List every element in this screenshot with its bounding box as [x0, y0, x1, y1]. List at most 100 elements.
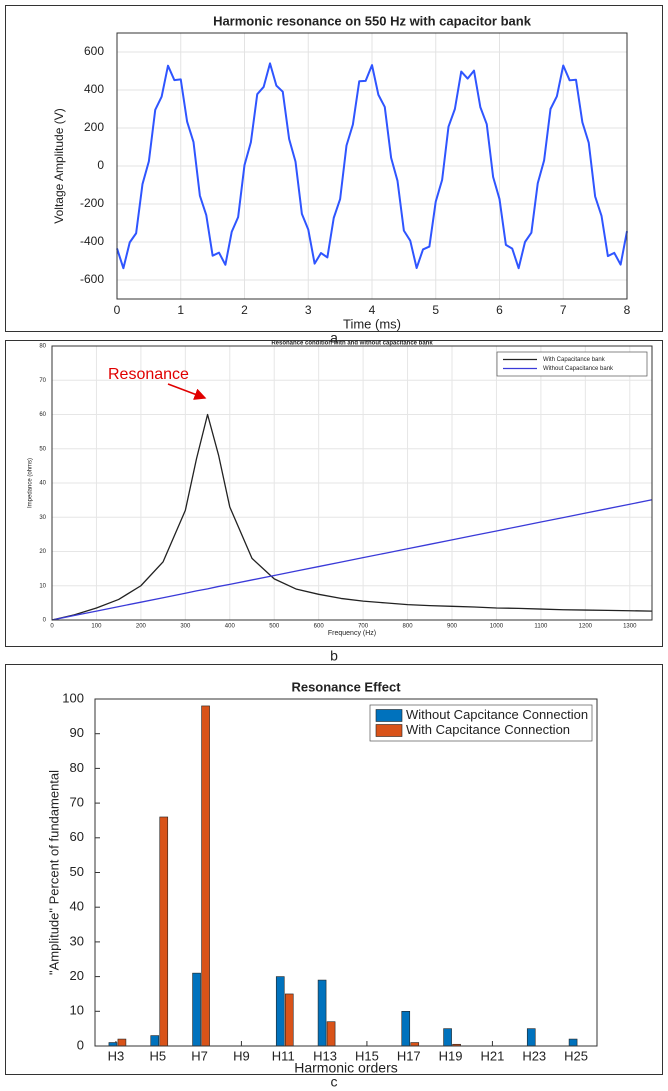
- y-tick-label: 10: [39, 583, 46, 589]
- y-tick-label: 10: [70, 1003, 84, 1018]
- caption: c: [331, 1074, 338, 1090]
- y-tick-label: 30: [39, 515, 46, 521]
- y-tick-label: 0: [97, 158, 104, 172]
- chart-title: Harmonic resonance on 550 Hz with capaci…: [213, 13, 532, 28]
- legend-label: With Capcitance Connection: [406, 722, 570, 737]
- x-tick-label: 4: [369, 303, 376, 317]
- bar: [568, 1038, 578, 1047]
- y-tick-label: 30: [70, 933, 84, 948]
- y-tick-label: 50: [70, 864, 84, 879]
- bar: [526, 1028, 536, 1047]
- y-tick-label: 90: [70, 725, 84, 740]
- x-tick-label: 5: [432, 303, 439, 317]
- bar: [284, 993, 294, 1047]
- y-tick-label: -400: [80, 234, 104, 248]
- caption: a: [330, 330, 338, 346]
- y-tick-label: 100: [62, 690, 84, 705]
- x-tick-label: H15: [355, 1048, 379, 1063]
- data-line: [51, 413, 653, 621]
- legend-swatch: [375, 724, 403, 737]
- data-line: [51, 499, 653, 621]
- bar: [117, 1038, 127, 1047]
- axis-box: [116, 32, 628, 300]
- x-tick-label: 7: [560, 303, 567, 317]
- x-tick-label: 3: [305, 303, 312, 317]
- x-tick-label: 1200: [579, 624, 593, 630]
- data-line: [116, 62, 628, 270]
- legend-label: Without Capcitance Connection: [406, 707, 588, 722]
- chart-title: Resonance condition with and without cap…: [271, 341, 433, 347]
- chart-title: Resonance Effect: [291, 679, 401, 694]
- y-tick-label: 0: [43, 618, 47, 624]
- bar: [317, 979, 327, 1047]
- bar: [159, 816, 169, 1047]
- y-tick-label: 60: [70, 829, 84, 844]
- legend-swatch: [375, 709, 403, 722]
- caption: b: [330, 648, 338, 664]
- x-tick-label: H5: [149, 1048, 166, 1063]
- y-tick-label: -600: [80, 272, 104, 286]
- legend-box: [496, 351, 648, 377]
- panel-border: [5, 340, 663, 647]
- x-tick-label: 0: [50, 624, 54, 630]
- y-tick-label: 400: [84, 82, 104, 96]
- x-tick-label: 800: [403, 624, 414, 630]
- bar: [410, 1042, 420, 1047]
- bar: [150, 1035, 160, 1047]
- annotation-arrow: [167, 383, 207, 400]
- y-axis-label: "Amplitude" Percent of fundamental: [46, 770, 61, 975]
- x-tick-label: H11: [272, 1048, 295, 1063]
- y-tick-label: 50: [39, 446, 46, 452]
- y-tick-label: 0: [77, 1037, 84, 1052]
- y-axis-label: Impedance (ohms): [28, 458, 34, 508]
- x-tick-label: 2: [241, 303, 248, 317]
- y-tick-label: 70: [70, 795, 84, 810]
- bar: [275, 976, 285, 1047]
- legend-label: With Capacitance bank: [543, 357, 606, 363]
- x-tick-label: 1000: [490, 624, 504, 630]
- y-tick-label: 70: [39, 378, 46, 384]
- x-tick-label: 200: [136, 624, 147, 630]
- x-tick-label: H7: [191, 1048, 208, 1063]
- y-tick-label: 80: [70, 760, 84, 775]
- panel-border: [5, 5, 663, 332]
- y-axis-label: Voltage Amplitude (V): [52, 108, 66, 223]
- legend-box: [369, 704, 593, 742]
- x-tick-label: 100: [91, 624, 102, 630]
- x-tick-label: H9: [233, 1048, 250, 1063]
- y-tick-label: -200: [80, 196, 104, 210]
- x-tick-label: 1100: [534, 624, 548, 630]
- bar: [201, 705, 210, 1047]
- y-tick-label: 80: [39, 344, 46, 350]
- x-tick-label: 500: [269, 624, 280, 630]
- x-tick-label: 1300: [623, 624, 637, 630]
- x-tick-label: 600: [314, 624, 325, 630]
- x-tick-label: 1: [177, 303, 184, 317]
- y-tick-label: 40: [70, 899, 84, 914]
- x-tick-label: 8: [624, 303, 631, 317]
- x-axis-label: Time (ms): [343, 316, 401, 331]
- legend-label: Without Capacitance bank: [543, 366, 614, 372]
- x-tick-label: H13: [313, 1048, 337, 1063]
- x-axis-label: Harmonic orders: [294, 1060, 397, 1076]
- axis-box: [51, 345, 653, 621]
- x-tick-label: H25: [564, 1048, 588, 1063]
- y-tick-label: 20: [70, 968, 84, 983]
- x-tick-label: 900: [447, 624, 458, 630]
- y-tick-label: 200: [84, 120, 104, 134]
- bar: [108, 1042, 118, 1047]
- axis-box: [94, 698, 598, 1047]
- y-tick-label: 20: [39, 549, 46, 555]
- bar: [401, 1010, 411, 1047]
- x-tick-label: H3: [108, 1048, 125, 1063]
- bar: [192, 972, 201, 1047]
- y-tick-label: 600: [84, 44, 104, 58]
- y-tick-label: 40: [39, 481, 46, 487]
- x-tick-label: 0: [114, 303, 121, 317]
- panel-border: [5, 664, 663, 1075]
- bar: [326, 1021, 336, 1047]
- x-tick-label: 400: [225, 624, 236, 630]
- x-tick-label: 300: [180, 624, 191, 630]
